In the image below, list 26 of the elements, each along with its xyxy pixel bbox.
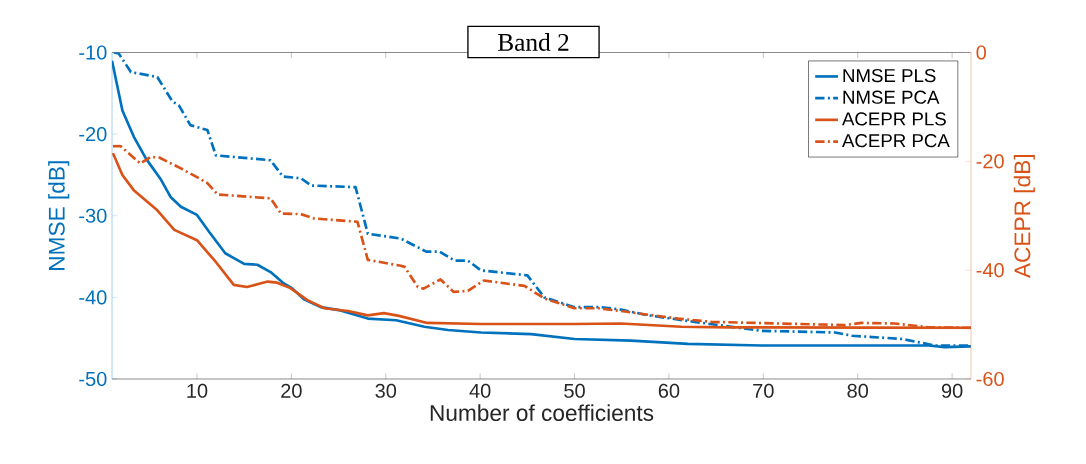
x-tick-label: 90 — [941, 383, 963, 398]
y-tick-label: -50 — [79, 371, 107, 387]
legend-label: NMSE PLS — [843, 68, 936, 83]
y2-axis-title: ACEPR [dB] — [1013, 155, 1035, 279]
legend-label: NMSE PCA — [843, 90, 940, 104]
y2-tick-label: -40 — [976, 263, 1004, 278]
y-axis-title: NMSE [dB] — [48, 161, 70, 270]
y2-tick-label: -60 — [976, 371, 1004, 387]
y-tick-label: -10 — [79, 45, 107, 60]
legend-label: ACEPR PLS — [842, 112, 946, 126]
chart-title: Band 2 — [498, 33, 569, 51]
x-tick-label: 40 — [469, 383, 491, 398]
y-tick-label: -20 — [79, 127, 107, 142]
legend-label: ACEPR PCA — [842, 134, 950, 148]
x-tick-label: 60 — [658, 383, 680, 398]
x-tick-label: 10 — [187, 383, 208, 398]
y2-tick-label: 0 — [976, 45, 987, 60]
x-tick-label: 20 — [281, 383, 302, 398]
x-axis-title: Number of coefficients — [430, 404, 654, 421]
x-tick-label: 50 — [564, 383, 585, 398]
y2-tick-label: -20 — [976, 154, 1004, 169]
x-tick-label: 70 — [753, 383, 774, 398]
x-tick-label: 30 — [375, 383, 397, 398]
y-tick-label: -40 — [79, 290, 107, 305]
y-tick-label: -30 — [79, 208, 107, 223]
x-tick-label: 80 — [847, 383, 869, 398]
